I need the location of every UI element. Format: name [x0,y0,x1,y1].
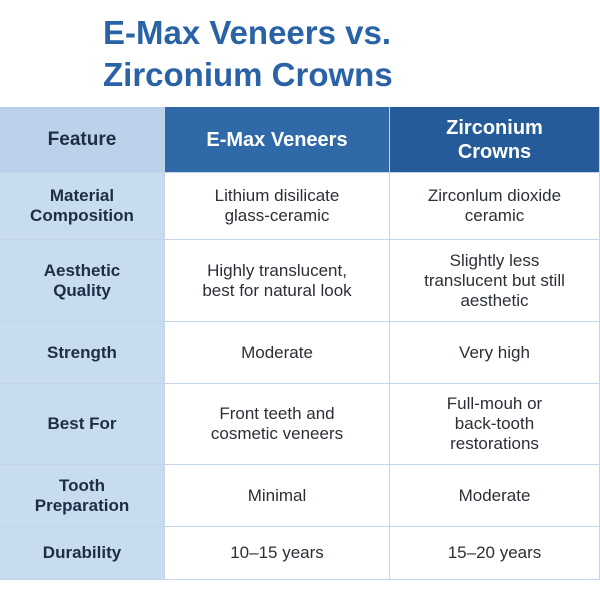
table-cell: Moderate [390,465,600,527]
row-label: Best For [0,384,165,465]
row-label: Durability [0,527,165,580]
row-label: Aesthetic Quality [0,240,165,322]
table-cell: Front teeth and cosmetic veneers [165,384,390,465]
row-label: Tooth Preparation [0,465,165,527]
table-cell: Very high [390,322,600,384]
table-cell: Moderate [165,322,390,384]
table-cell: 15–20 years [390,527,600,580]
table-cell: Slightly less translucent but still aest… [390,240,600,322]
comparison-table: Feature E-Max Veneers Zirconium Crowns Mate… [0,107,600,580]
table-cell: Zirconlum dioxide ceramic [390,173,600,240]
table-cell: Full-mouh or back-tooth restorations [390,384,600,465]
column-header: Feature [0,107,165,173]
row-label: Strength [0,322,165,384]
title: E-Max Veneers vs. Zirconium Crowns [103,14,393,93]
column-header: Zirconium Crowns [390,107,600,173]
table-cell: Minimal [165,465,390,527]
row-label: Material Composition [0,173,165,240]
table-cell: Lithium disilicate glass-ceramic [165,173,390,240]
table-cell: Highly translucent, best for natural loo… [165,240,390,322]
column-header: E-Max Veneers [165,107,390,173]
table-cell: 10–15 years [165,527,390,580]
